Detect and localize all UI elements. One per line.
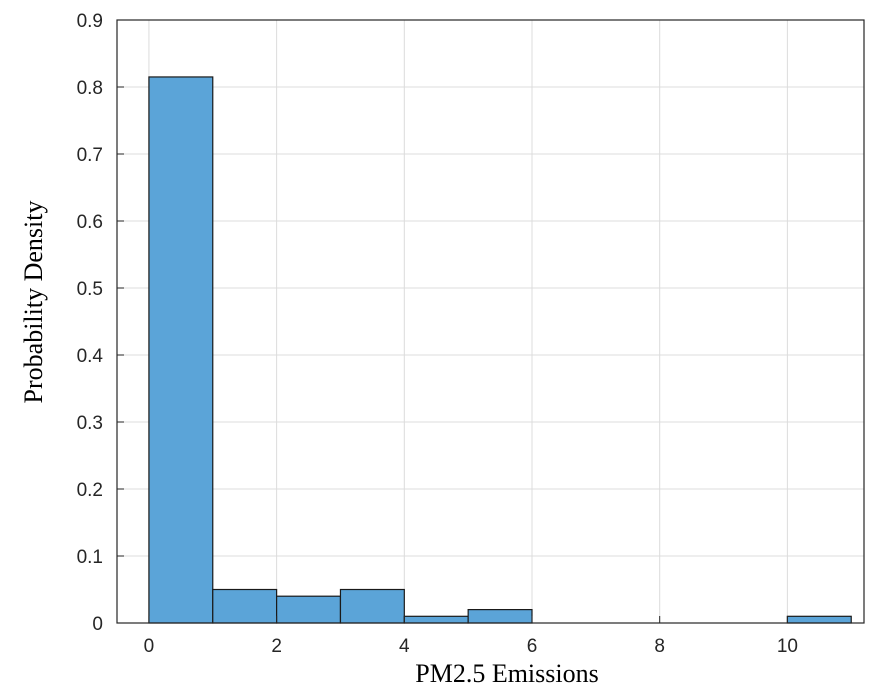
axis-ticks: 0 2 4 6 8 10 0 0.1 0.2 0.3 0.4 0.5 0.6 0.7 0.8 0.9 [77, 11, 798, 657]
y-tick-label: 0.4 [77, 346, 104, 367]
x-tick-label: 6 [527, 636, 538, 657]
grid-lines [117, 19, 864, 624]
y-tick-label: 0.3 [77, 413, 103, 434]
histogram-bar [148, 76, 214, 624]
histogram-bar [339, 588, 405, 624]
histogram-bars [148, 76, 852, 624]
plot-frame [116, 19, 865, 624]
histogram-bar [403, 615, 469, 624]
y-tick-label: 0 [92, 614, 103, 635]
y-tick-label: 0.5 [77, 279, 103, 300]
histogram-bar [467, 608, 533, 624]
y-tick-label: 0.6 [77, 212, 103, 233]
y-tick-label: 0.2 [77, 480, 103, 501]
y-tick-label: 0.1 [77, 547, 103, 568]
histogram-bar [276, 595, 342, 624]
x-tick-label: 4 [399, 636, 410, 657]
histogram-bar [786, 615, 852, 624]
y-tick-label: 0.8 [77, 78, 103, 99]
x-tick-label: 0 [144, 636, 155, 657]
histogram-bar [212, 588, 278, 624]
x-tick-label: 10 [777, 636, 798, 657]
y-tick-label: 0.7 [77, 145, 103, 166]
x-axis-title: PM2.5 Emissions [415, 659, 599, 688]
y-tick-label: 0.9 [77, 11, 103, 32]
x-tick-label: 8 [654, 636, 665, 657]
x-tick-label: 2 [271, 636, 282, 657]
y-axis-title: Probability Density [19, 201, 48, 404]
